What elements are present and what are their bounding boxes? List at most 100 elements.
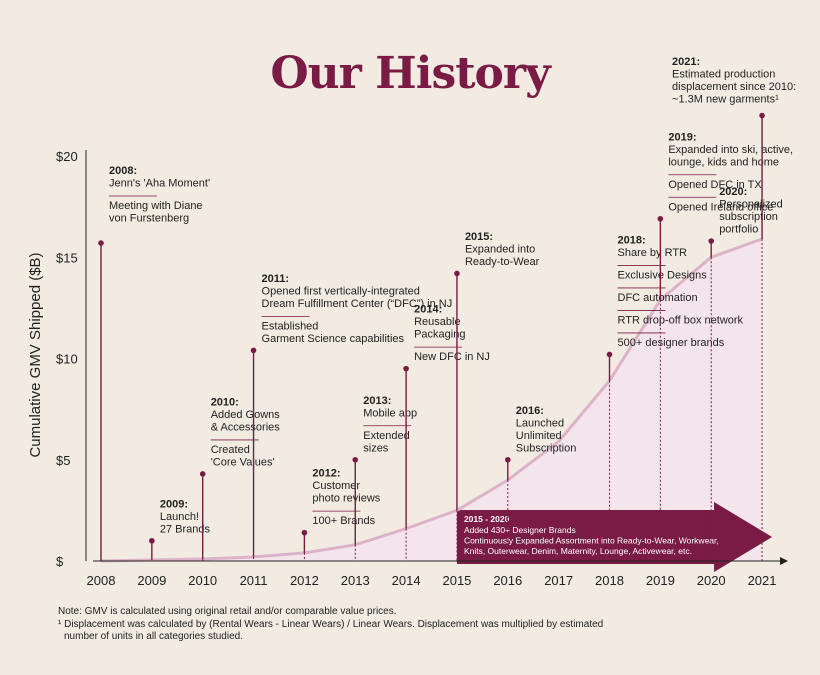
- annotation-line: 2011:: [262, 273, 290, 285]
- annotation-line: Opened Ireland office: [668, 201, 773, 213]
- annotation-line: 2009:: [160, 498, 188, 510]
- annotation-line: Launch!: [160, 511, 199, 523]
- x-tick-label: 2018: [595, 573, 624, 588]
- x-tick-label: 2021: [748, 573, 777, 588]
- expansion-band-title: 2015 - 2020: [464, 514, 510, 524]
- annotation-line: 2012:: [312, 468, 340, 480]
- gmv-area: [101, 239, 763, 561]
- milestone-annotation-2009: 2009:Launch!27 Brands: [160, 498, 211, 535]
- expansion-band-line: Knits, Outerwear, Denim, Maternity, Loun…: [464, 546, 692, 556]
- milestone-dot-2011: [250, 347, 257, 354]
- annotation-line: Added Gowns: [211, 409, 281, 421]
- x-tick-label: 2014: [392, 573, 421, 588]
- annotation-line: Personalized: [719, 199, 783, 211]
- x-tick-label: 2019: [646, 573, 675, 588]
- annotation-line: RTR drop-off box network: [618, 314, 744, 326]
- annotation-line: Expanded into: [465, 243, 535, 255]
- annotation-line: 2020:: [719, 186, 747, 198]
- annotation-line: 2008:: [109, 165, 137, 177]
- annotation-line: Share by RTR: [618, 247, 688, 259]
- footnote-displacement-cont: number of units in all categories studie…: [64, 631, 243, 642]
- annotation-line: Opened first vertically-integrated: [262, 285, 420, 297]
- x-tick-label: 2011: [240, 573, 268, 588]
- annotation-line: Jenn's 'Aha Moment': [109, 178, 210, 190]
- annotation-line: New DFC in NJ: [414, 351, 490, 363]
- milestone-dot-2015: [454, 270, 460, 277]
- annotation-line: Garment Science capabilities: [262, 333, 405, 345]
- annotation-line: sizes: [363, 442, 389, 454]
- annotation-line: ~1.3M new garments¹: [672, 94, 779, 106]
- milestone-annotation-2019: 2019:Expanded into ski, active,lounge, k…: [668, 131, 793, 213]
- y-tick-label: $10: [56, 352, 78, 367]
- annotation-line: 2010:: [211, 396, 239, 408]
- annotation-line: lounge, kids and home: [668, 156, 779, 168]
- x-axis-arrow: [780, 557, 788, 565]
- annotation-line: photo reviews: [312, 493, 380, 505]
- x-tick-label: 2009: [137, 573, 166, 588]
- annotation-line: 2013:: [363, 395, 391, 407]
- annotation-line: Dream Fulfillment Center (“DFC”) in NJ: [262, 298, 453, 310]
- annotation-line: Expanded into ski, active,: [668, 144, 793, 156]
- annotation-line: 2018:: [618, 234, 646, 246]
- annotation-line: Ready-to-Wear: [465, 256, 540, 268]
- annotation-line: Exclusive Designs: [618, 269, 708, 281]
- annotation-line: 'Core Values': [211, 456, 275, 468]
- milestone-dot-2013: [352, 456, 359, 463]
- annotation-line: Mobile app: [363, 407, 417, 419]
- x-tick-label: 2010: [188, 573, 217, 588]
- milestone-dot-2012: [301, 529, 308, 536]
- annotation-line: 2015:: [465, 231, 493, 243]
- footnote-gmv: Note: GMV is calculated using original r…: [58, 606, 397, 617]
- milestone-dot-2020: [708, 238, 714, 244]
- milestone-dot-2016: [505, 456, 511, 463]
- annotation-line: displacement since 2010:: [672, 81, 796, 93]
- y-tick-label: $: [56, 554, 64, 569]
- expansion-band-arrow: [456, 502, 773, 572]
- annotation-line: Extended: [363, 430, 409, 442]
- y-tick-label: $5: [56, 453, 70, 468]
- milestone-dot-2010: [199, 471, 206, 477]
- y-axis-label: Cumulative GMV Shipped ($B): [27, 252, 44, 457]
- expansion-band-line: Added 430+ Designer Brands: [464, 525, 576, 535]
- annotation-line: Meeting with Diane: [109, 200, 203, 212]
- annotation-line: 100+ Brands: [312, 515, 375, 527]
- y-tick-label: $20: [56, 149, 78, 164]
- annotation-line: 27 Brands: [160, 523, 211, 535]
- annotation-line: von Furstenberg: [109, 213, 189, 225]
- annotation-line: Customer: [312, 480, 360, 492]
- x-tick-label: 2020: [697, 573, 726, 588]
- milestone-dot-2021: [759, 112, 765, 119]
- expansion-band-line: Continuously Expanded Assortment into Re…: [464, 536, 719, 546]
- x-tick-label: 2015: [442, 573, 471, 588]
- annotation-line: 2014:: [414, 304, 442, 316]
- annotation-line: 2016:: [516, 405, 544, 417]
- annotation-line: Launched: [516, 417, 564, 429]
- annotation-line: Estimated production: [672, 69, 775, 81]
- annotation-line: Unlimited: [516, 430, 562, 442]
- milestone-dot-2018: [606, 351, 613, 358]
- annotation-line: 2019:: [668, 131, 696, 143]
- milestone-annotation-2011: 2011:Opened first vertically-integratedD…: [261, 273, 453, 345]
- annotation-line: 500+ designer brands: [618, 337, 725, 349]
- gmv-curve: [100, 237, 763, 563]
- milestone-dot-2019: [657, 215, 664, 222]
- footnotes: Note: GMV is calculated using original r…: [58, 606, 678, 644]
- annotation-line: 2021:: [672, 56, 700, 68]
- footnote-displacement: ¹ Displacement was calculated by (Rental…: [58, 618, 604, 630]
- milestone-dot-2009: [149, 537, 155, 544]
- annotation-line: DFC automation: [618, 292, 698, 304]
- milestone-annotation-2010: 2010:Added Gowns& Accessories Created'Cor…: [210, 396, 281, 468]
- annotation-line: & Accessories: [211, 421, 281, 433]
- milestone-annotation-2018: 2018:Share by RTR Exclusive Designs DFC au…: [617, 234, 744, 349]
- milestone-dot-2014: [403, 365, 409, 372]
- annotation-line: portfolio: [719, 224, 758, 236]
- annotation-line: Established: [262, 320, 319, 332]
- annotation-line: Subscription: [516, 442, 577, 454]
